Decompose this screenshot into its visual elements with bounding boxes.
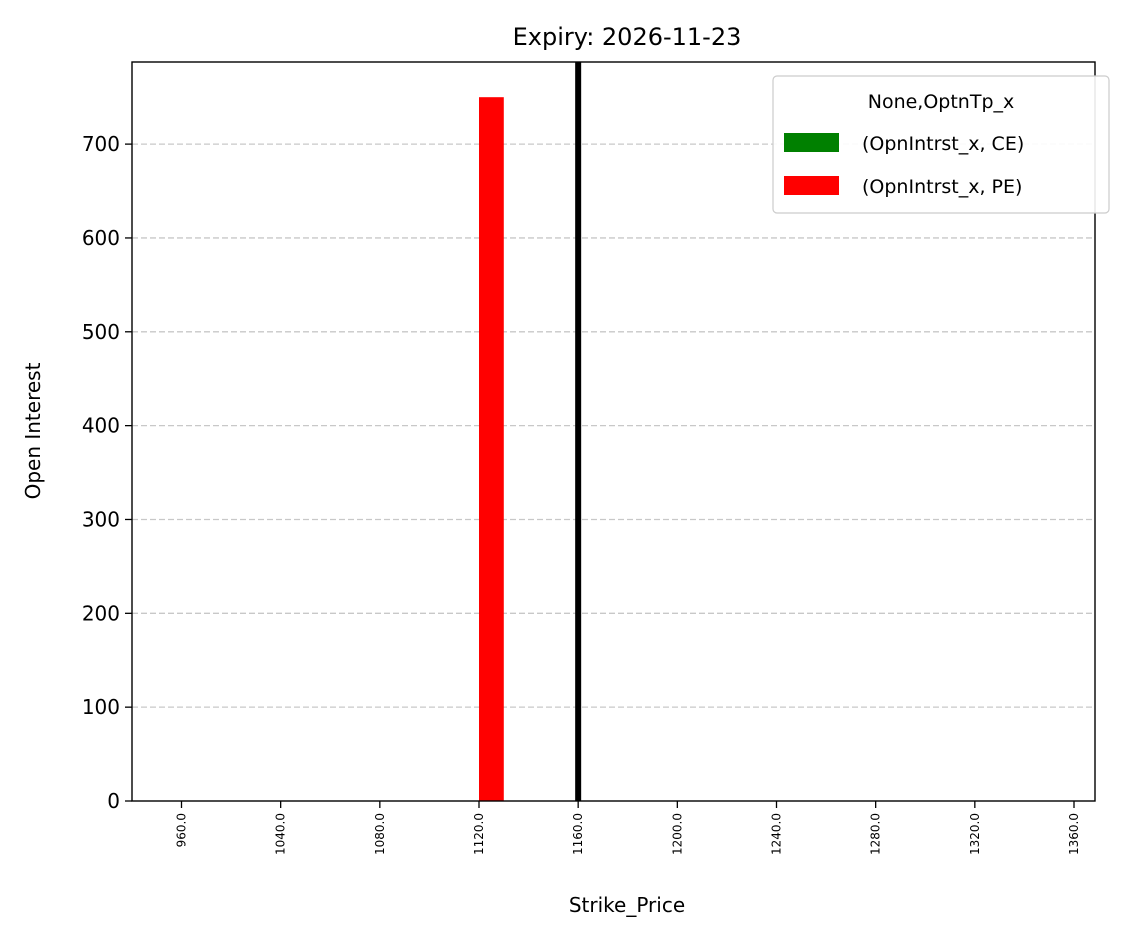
y-tick-label: 100	[82, 695, 120, 719]
x-tick-label: 1200.0	[670, 813, 684, 855]
x-tick-label: 1360.0	[1067, 813, 1081, 855]
x-tick-label: 960.0	[175, 813, 189, 847]
legend-swatch-pe	[784, 176, 839, 195]
y-tick-label: 400	[82, 414, 120, 438]
plot-frame	[131, 61, 1096, 802]
legend-label-ce: (OpnIntrst_x, CE)	[862, 133, 1024, 155]
y-tick-label: 500	[82, 320, 120, 344]
x-tick-label: 1080.0	[373, 813, 387, 855]
legend-title: None,OptnTp_x	[868, 91, 1015, 113]
legend-label-pe: (OpnIntrst_x, PE)	[862, 176, 1022, 198]
x-tick-label: 1040.0	[274, 813, 288, 855]
y-axis-ticks: 0 100 200 300 400 500 600 700	[82, 132, 132, 813]
y-tick-label: 0	[107, 789, 120, 813]
x-tick-label: 1320.0	[968, 813, 982, 855]
y-tick-label: 600	[82, 226, 120, 250]
x-tick-label: 1120.0	[472, 813, 486, 855]
y-tick-label: 200	[82, 601, 120, 625]
legend-swatch-ce	[784, 133, 839, 152]
y-tick-label: 300	[82, 507, 120, 531]
bars	[479, 97, 504, 801]
x-tick-label: 1160.0	[571, 813, 585, 855]
chart-title: Expiry: 2026-11-23	[513, 23, 742, 51]
y-axis-label: Open Interest	[21, 362, 45, 499]
bar-pe	[479, 97, 504, 801]
x-tick-label: 1240.0	[770, 813, 784, 855]
grid	[132, 143, 1095, 708]
legend: None,OptnTp_x (OpnIntrst_x, CE) (OpnIntr…	[772, 75, 1110, 214]
legend-box	[772, 75, 1110, 214]
x-axis-label: Strike_Price	[569, 893, 685, 917]
x-axis-ticks: 960.0 1040.0 1080.0 1120.0 1160.0 1200.0 1240.…	[175, 801, 1081, 855]
y-tick-label: 700	[82, 132, 120, 156]
x-tick-label: 1280.0	[869, 813, 883, 855]
